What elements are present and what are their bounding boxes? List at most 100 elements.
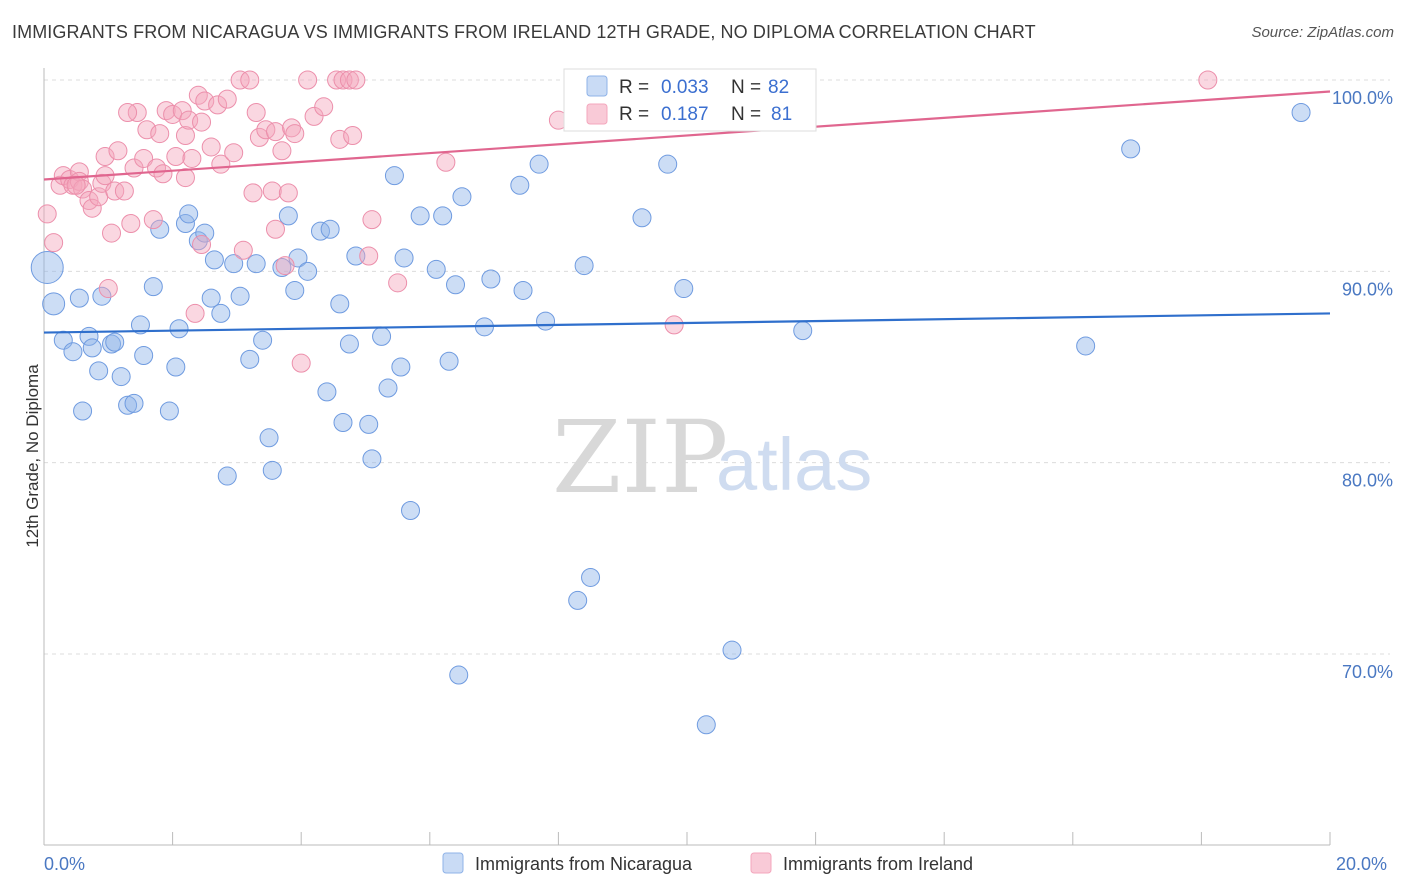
point-nicaragua [130, 315, 150, 335]
point-ireland [436, 152, 456, 172]
point-ireland [66, 175, 86, 195]
point-ireland [98, 279, 118, 299]
point-nicaragua [452, 187, 472, 207]
point-ireland [240, 70, 260, 90]
legend-n-value-nicaragua: 82 [768, 77, 789, 98]
point-ireland [185, 303, 205, 323]
point-ireland [108, 141, 128, 161]
y-tick-label-90: 90.0% [1342, 279, 1393, 299]
point-ireland [102, 223, 122, 243]
point-nicaragua [240, 349, 260, 369]
point-ireland [230, 70, 250, 90]
watermark: ZIP atlas [552, 399, 872, 516]
point-nicaragua [529, 154, 549, 174]
point-ireland [359, 246, 379, 266]
point-ireland [79, 191, 99, 211]
point-nicaragua [102, 334, 122, 354]
point-ireland [127, 103, 147, 123]
axes [43, 68, 1331, 846]
point-ireland [346, 70, 366, 90]
point-nicaragua [359, 414, 379, 434]
point-nicaragua [272, 258, 292, 278]
bottom-legend-swatch-nicaragua [442, 852, 464, 874]
y-tick-labels: 70.0% 80.0% 90.0% 100.0% [1332, 88, 1393, 682]
point-nicaragua [574, 256, 594, 276]
point-nicaragua [278, 206, 298, 226]
point-nicaragua [217, 466, 237, 486]
legend-box: R = 0.033 N = 82 R = 0.187 N = 81 [563, 68, 817, 132]
legend-n-label-nicaragua: N = [731, 77, 761, 98]
bottom-legend-label-nicaragua: Immigrants from Nicaragua [475, 854, 693, 874]
point-ireland [272, 141, 292, 161]
y-axis-label: 12th Grade, No Diploma [23, 364, 42, 548]
point-ireland [182, 148, 202, 168]
legend-r-label-ireland: R = [619, 104, 649, 125]
point-ireland [304, 106, 324, 126]
point-ireland [82, 198, 102, 218]
legend-r-label-nicaragua: R = [619, 77, 649, 98]
point-nicaragua [150, 219, 170, 239]
point-nicaragua [169, 319, 189, 339]
point-ireland [282, 118, 302, 138]
point-ireland [224, 143, 244, 163]
bottom-legend-label-ireland: Immigrants from Ireland [783, 854, 973, 874]
point-ireland [208, 95, 228, 115]
point-ireland [153, 164, 173, 184]
point-nicaragua [391, 357, 411, 377]
point-ireland [166, 147, 186, 167]
point-nicaragua [317, 382, 337, 402]
point-nicaragua [159, 401, 179, 421]
point-ireland [37, 204, 57, 224]
point-nicaragua [298, 261, 318, 281]
point-nicaragua [536, 311, 556, 331]
point-ireland [201, 137, 221, 157]
point-nicaragua [30, 251, 64, 285]
point-nicaragua [394, 248, 414, 268]
y-tick-label-70: 70.0% [1342, 662, 1393, 682]
point-ireland [285, 124, 305, 144]
point-ireland [278, 183, 298, 203]
y-tick-label-100: 100.0% [1332, 88, 1393, 108]
legend-r-value-ireland: 0.187 [661, 104, 709, 125]
point-nicaragua [439, 351, 459, 371]
point-ireland [114, 181, 134, 201]
point-nicaragua [510, 175, 530, 195]
point-nicaragua [42, 292, 66, 316]
chart-source: Source: ZipAtlas.com [1251, 24, 1394, 41]
legend-r-value-nicaragua: 0.033 [661, 77, 709, 98]
point-nicaragua [124, 393, 144, 413]
point-ireland [256, 120, 276, 140]
point-ireland [134, 148, 154, 168]
point-nicaragua [204, 250, 224, 270]
point-nicaragua [82, 338, 102, 358]
point-ireland [243, 183, 263, 203]
point-nicaragua [320, 219, 340, 239]
point-nicaragua [179, 204, 199, 224]
point-nicaragua [674, 279, 694, 299]
point-nicaragua [230, 286, 250, 306]
point-ireland [664, 315, 684, 335]
point-nicaragua [105, 332, 125, 352]
point-nicaragua [362, 449, 382, 469]
point-ireland [330, 129, 350, 149]
trend-lines [43, 90, 1331, 334]
point-ireland [175, 125, 195, 145]
point-nicaragua [211, 303, 231, 323]
legend-n-value-ireland: 81 [771, 104, 792, 125]
point-nicaragua [632, 208, 652, 228]
point-ireland [192, 235, 212, 255]
legend-n-label-ireland: N = [731, 104, 761, 125]
point-nicaragua [201, 288, 221, 308]
point-nicaragua [410, 206, 430, 226]
point-nicaragua [111, 367, 131, 387]
point-ireland [137, 120, 157, 140]
y-tick-label-80: 80.0% [1342, 471, 1393, 491]
x-tick-marks [43, 832, 1331, 845]
point-ireland [95, 147, 115, 167]
point-ireland [298, 70, 318, 90]
point-nicaragua [330, 294, 350, 314]
point-nicaragua [166, 357, 186, 377]
point-ireland [291, 353, 311, 373]
point-nicaragua [1121, 139, 1141, 159]
point-ireland [275, 256, 295, 276]
